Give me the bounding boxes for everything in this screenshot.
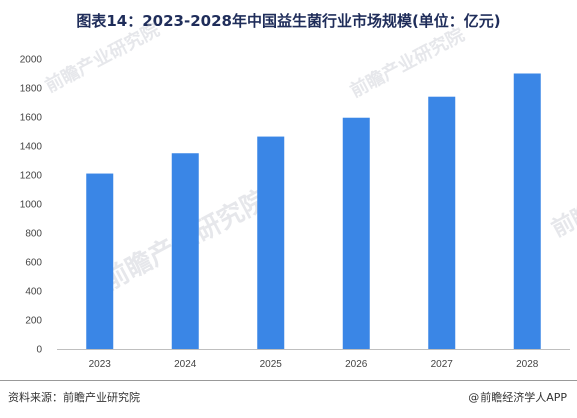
y-tick-label: 800 xyxy=(25,229,42,240)
bar xyxy=(342,117,370,349)
bar xyxy=(513,73,541,349)
y-tick-label: 0 xyxy=(36,345,42,356)
y-tick-label: 2000 xyxy=(20,55,43,66)
y-axis-ticks: 0 200 400 600 800 1000 1200 1400 1600 1800 2000 xyxy=(20,55,43,356)
x-tick-label: 2024 xyxy=(174,359,197,370)
bar xyxy=(257,136,285,349)
at-symbol: @ xyxy=(468,391,480,404)
bar xyxy=(86,173,114,349)
bars xyxy=(86,73,541,349)
y-tick-label: 600 xyxy=(25,258,42,269)
bar xyxy=(428,96,456,349)
brand-name: 前瞻经济学人APP xyxy=(480,391,567,404)
brand-label: @前瞻经济学人APP xyxy=(468,389,567,405)
x-tick-label: 2027 xyxy=(431,359,454,370)
x-tick-label: 2023 xyxy=(89,359,112,370)
x-axis-ticks: 2023 2024 2025 2026 2027 2028 xyxy=(89,359,539,370)
y-tick-label: 200 xyxy=(25,316,42,327)
y-tick-label: 1400 xyxy=(20,142,43,153)
footer-divider xyxy=(0,380,577,381)
source-note: 资料来源：前瞻产业研究院 xyxy=(8,391,140,404)
y-tick-label: 1800 xyxy=(20,84,43,95)
x-tick-label: 2026 xyxy=(345,359,368,370)
chart-title: 图表14：2023-2028年中国益生菌行业市场规模(单位：亿元) xyxy=(76,12,501,30)
y-tick-label: 400 xyxy=(25,287,42,298)
y-tick-label: 1000 xyxy=(20,200,43,211)
y-tick-label: 1200 xyxy=(20,171,43,182)
x-tick-label: 2028 xyxy=(516,359,539,370)
y-tick-label: 1600 xyxy=(20,113,43,124)
x-tick-label: 2025 xyxy=(260,359,283,370)
bar xyxy=(171,153,199,349)
